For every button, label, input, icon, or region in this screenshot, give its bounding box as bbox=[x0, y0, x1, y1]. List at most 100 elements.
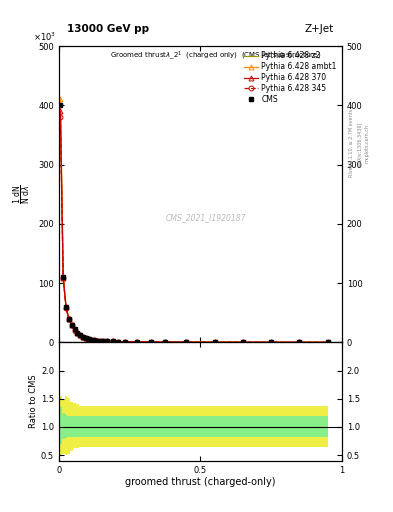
Text: Groomed thrust$\lambda\_2^1$  (charged only)  (CMS jet substructure): Groomed thrust$\lambda\_2^1$ (charged on… bbox=[110, 49, 321, 62]
Pythia 6.428 ambt1 bbox=[95, 337, 99, 344]
CMS bbox=[184, 339, 189, 345]
Pythia 6.428 345 bbox=[97, 338, 102, 344]
Text: 13000 GeV pp: 13000 GeV pp bbox=[68, 24, 150, 34]
Pythia 6.428 z2 bbox=[78, 332, 83, 338]
Line: Pythia 6.428 z2: Pythia 6.428 z2 bbox=[61, 102, 328, 343]
Pythia 6.428 ambt1 bbox=[184, 339, 189, 345]
Pythia 6.428 z2 bbox=[325, 339, 330, 346]
CMS bbox=[58, 102, 63, 109]
CMS bbox=[212, 339, 217, 345]
Pythia 6.428 370 bbox=[97, 338, 102, 344]
Pythia 6.428 345 bbox=[95, 337, 99, 344]
CMS bbox=[241, 339, 245, 345]
Pythia 6.428 345 bbox=[269, 339, 274, 345]
Pythia 6.428 370 bbox=[105, 338, 109, 345]
Pythia 6.428 370 bbox=[269, 339, 274, 345]
Pythia 6.428 ambt1 bbox=[97, 338, 102, 344]
Pythia 6.428 ambt1 bbox=[116, 338, 121, 345]
Pythia 6.428 ambt1 bbox=[212, 339, 217, 345]
Pythia 6.428 z2 bbox=[149, 339, 153, 345]
Pythia 6.428 ambt1 bbox=[75, 329, 80, 335]
CMS bbox=[61, 274, 66, 280]
Text: $\times10^3$: $\times10^3$ bbox=[33, 31, 56, 43]
Pythia 6.428 ambt1 bbox=[89, 336, 94, 343]
Text: mcplots.cern.ch: mcplots.cern.ch bbox=[365, 124, 370, 163]
Pythia 6.428 345 bbox=[83, 335, 88, 342]
Pythia 6.428 ambt1 bbox=[66, 315, 71, 321]
Pythia 6.428 ambt1 bbox=[149, 339, 153, 345]
Pythia 6.428 370 bbox=[134, 339, 139, 345]
CMS bbox=[95, 337, 99, 344]
Pythia 6.428 370 bbox=[66, 316, 71, 322]
CMS bbox=[123, 338, 128, 345]
Pythia 6.428 ambt1 bbox=[297, 339, 302, 345]
Pythia 6.428 ambt1 bbox=[123, 338, 128, 345]
Pythia 6.428 ambt1 bbox=[64, 303, 68, 309]
Pythia 6.428 370 bbox=[123, 338, 128, 345]
Line: Pythia 6.428 ambt1: Pythia 6.428 ambt1 bbox=[58, 97, 330, 345]
Y-axis label: $\frac{1}{\mathrm{N}}\frac{\mathrm{d}\mathrm{N}}{\mathrm{d}\lambda}$: $\frac{1}{\mathrm{N}}\frac{\mathrm{d}\ma… bbox=[11, 184, 33, 204]
Pythia 6.428 ambt1 bbox=[325, 339, 330, 346]
Pythia 6.428 z2 bbox=[64, 304, 68, 310]
Legend: Pythia 6.428 z2, Pythia 6.428 ambt1, Pythia 6.428 370, Pythia 6.428 345, CMS: Pythia 6.428 z2, Pythia 6.428 ambt1, Pyt… bbox=[243, 50, 338, 105]
Line: CMS: CMS bbox=[58, 103, 330, 345]
CMS bbox=[89, 336, 94, 343]
Pythia 6.428 370 bbox=[86, 336, 91, 342]
CMS bbox=[105, 338, 109, 344]
Pythia 6.428 ambt1 bbox=[92, 337, 97, 343]
CMS bbox=[83, 335, 88, 341]
Pythia 6.428 z2 bbox=[72, 326, 77, 332]
Pythia 6.428 ambt1 bbox=[241, 339, 245, 345]
Pythia 6.428 345 bbox=[134, 339, 139, 345]
Pythia 6.428 ambt1 bbox=[105, 338, 109, 344]
Pythia 6.428 345 bbox=[66, 316, 71, 322]
Pythia 6.428 ambt1 bbox=[83, 335, 88, 341]
Pythia 6.428 345 bbox=[78, 332, 83, 338]
Pythia 6.428 z2 bbox=[81, 334, 85, 340]
Pythia 6.428 370 bbox=[149, 339, 153, 345]
Pythia 6.428 z2 bbox=[89, 336, 94, 343]
Pythia 6.428 370 bbox=[81, 334, 85, 340]
Pythia 6.428 345 bbox=[61, 275, 66, 282]
CMS bbox=[75, 330, 80, 336]
Pythia 6.428 z2 bbox=[134, 339, 139, 345]
Pythia 6.428 345 bbox=[64, 305, 68, 311]
Pythia 6.428 370 bbox=[69, 322, 74, 328]
Text: Rivet 3.1.10, ≥ 2.7M events: Rivet 3.1.10, ≥ 2.7M events bbox=[349, 109, 354, 178]
X-axis label: groomed thrust (charged-only): groomed thrust (charged-only) bbox=[125, 477, 275, 487]
Pythia 6.428 ambt1 bbox=[134, 339, 139, 345]
Pythia 6.428 370 bbox=[61, 274, 66, 281]
Pythia 6.428 345 bbox=[116, 338, 121, 345]
Pythia 6.428 z2 bbox=[75, 329, 80, 335]
Pythia 6.428 345 bbox=[241, 339, 245, 345]
Pythia 6.428 ambt1 bbox=[86, 336, 91, 342]
Pythia 6.428 370 bbox=[72, 327, 77, 333]
Pythia 6.428 370 bbox=[78, 332, 83, 338]
Pythia 6.428 z2 bbox=[297, 339, 302, 345]
CMS bbox=[163, 339, 167, 345]
Pythia 6.428 345 bbox=[105, 338, 109, 345]
CMS bbox=[269, 339, 274, 345]
Pythia 6.428 z2 bbox=[95, 337, 99, 344]
Pythia 6.428 z2 bbox=[92, 337, 97, 343]
Pythia 6.428 370 bbox=[116, 338, 121, 345]
Pythia 6.428 ambt1 bbox=[101, 338, 105, 344]
Pythia 6.428 z2 bbox=[69, 321, 74, 327]
Pythia 6.428 ambt1 bbox=[61, 273, 66, 279]
Pythia 6.428 345 bbox=[110, 338, 115, 345]
Pythia 6.428 ambt1 bbox=[81, 334, 85, 340]
Pythia 6.428 z2 bbox=[61, 273, 66, 280]
Pythia 6.428 ambt1 bbox=[163, 339, 167, 345]
CMS bbox=[97, 338, 102, 344]
CMS bbox=[110, 338, 115, 345]
Pythia 6.428 z2 bbox=[163, 339, 167, 345]
Pythia 6.428 ambt1 bbox=[72, 326, 77, 332]
Pythia 6.428 z2 bbox=[101, 338, 105, 344]
Text: Z+Jet: Z+Jet bbox=[304, 24, 333, 34]
Pythia 6.428 345 bbox=[81, 334, 85, 340]
Pythia 6.428 z2 bbox=[83, 335, 88, 341]
Pythia 6.428 z2 bbox=[184, 339, 189, 345]
Pythia 6.428 370 bbox=[89, 336, 94, 343]
Pythia 6.428 345 bbox=[89, 337, 94, 343]
Pythia 6.428 345 bbox=[297, 339, 302, 345]
